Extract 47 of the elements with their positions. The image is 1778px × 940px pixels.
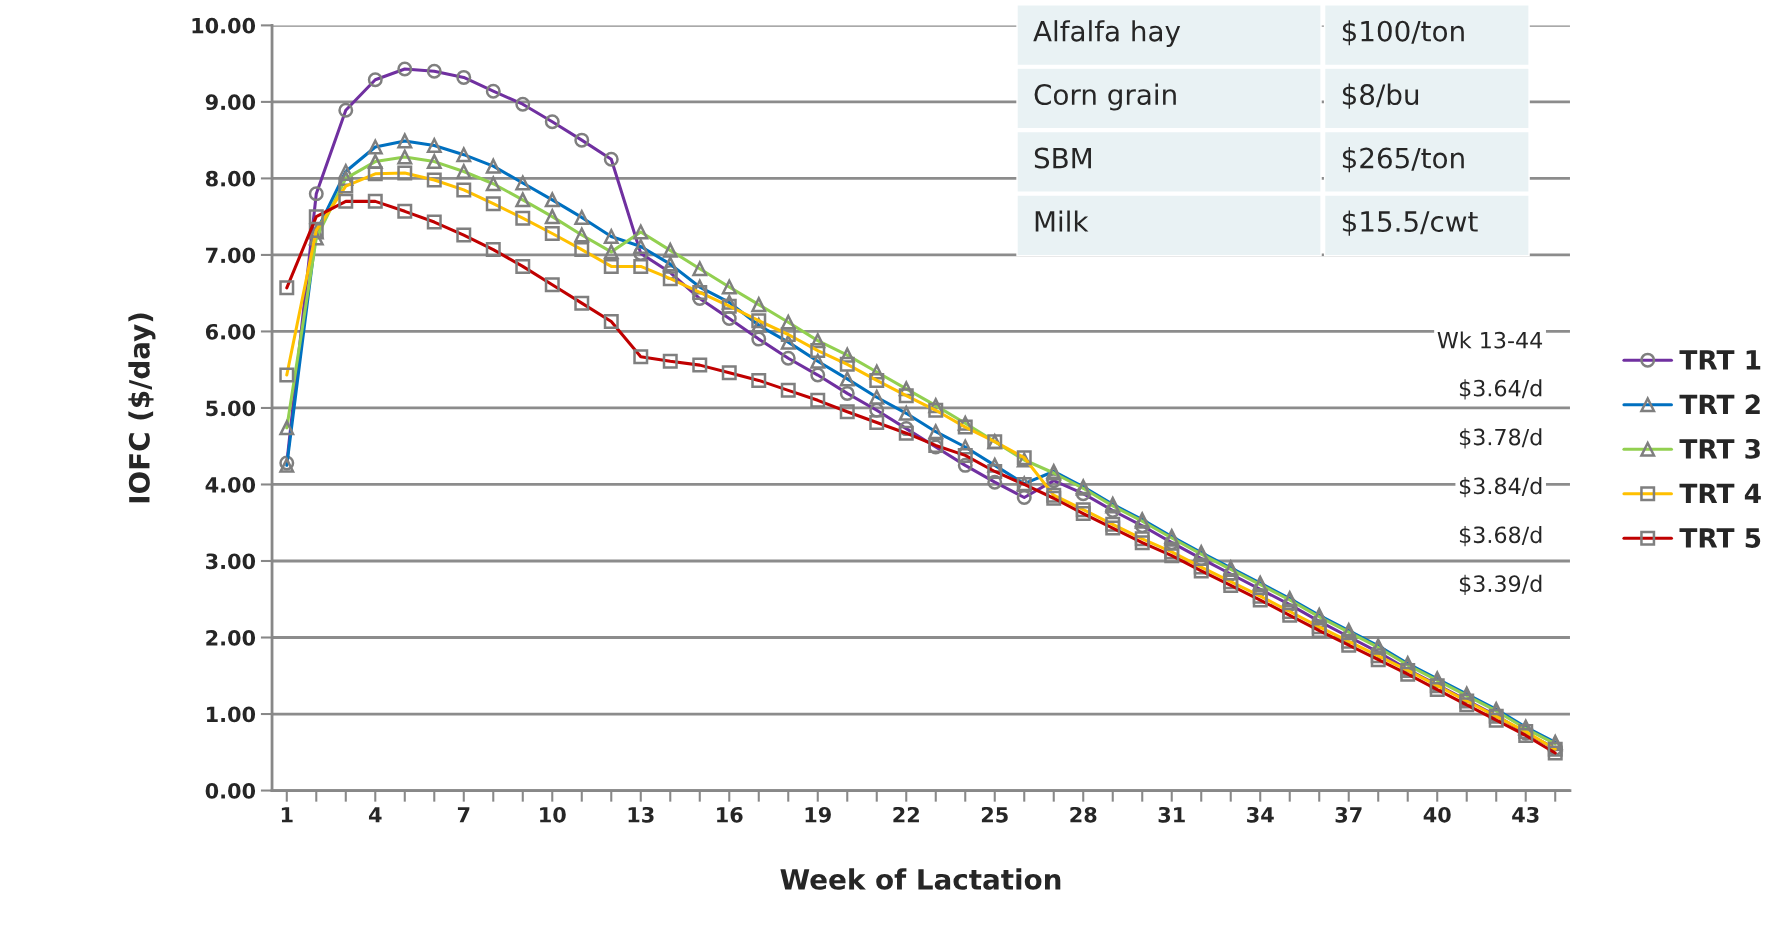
y-tick-label: 0.00 — [205, 782, 256, 799]
annotation: $3.84/d — [1459, 477, 1542, 498]
y-tick-label: 5.00 — [206, 400, 256, 417]
y-tick-label: 10.00 — [192, 17, 256, 34]
x-tick-label: 25 — [981, 806, 1008, 823]
y-tick-label: 3.00 — [206, 553, 256, 570]
annotation: SBM — [1034, 147, 1091, 169]
legend-label: TRT 4 — [1679, 483, 1761, 504]
x-tick-label: 28 — [1070, 806, 1097, 823]
x-tick-label: 4 — [368, 807, 382, 823]
annotation: Wk 13-44 — [1437, 331, 1543, 349]
annotation: $265/ton — [1342, 147, 1464, 173]
annotation: Milk — [1035, 210, 1089, 232]
y-axis-title: IOFC ($/day) — [128, 313, 156, 503]
annotation: $100/ton — [1342, 20, 1464, 46]
annotation: $3.39/d — [1459, 574, 1542, 596]
y-tick-label: 9.00 — [205, 94, 256, 111]
y-tick-label: 6.00 — [205, 323, 256, 340]
legend-label: TRT 1 — [1679, 350, 1761, 370]
x-tick-label: 34 — [1247, 806, 1274, 823]
x-axis-title: Week of Lactation — [780, 868, 1061, 890]
x-tick-label: 19 — [805, 806, 831, 823]
legend-label: TRT 5 — [1679, 528, 1761, 548]
x-tick-label: 7 — [457, 807, 470, 823]
x-tick-label: 10 — [540, 806, 566, 823]
legend-label: TRT 2 — [1679, 394, 1760, 414]
y-tick-label: 1.00 — [207, 706, 256, 723]
x-tick-label: 1 — [281, 807, 293, 823]
annotation: $3.78/d — [1459, 428, 1542, 449]
y-tick-label: 7.00 — [206, 247, 256, 264]
x-tick-label: 37 — [1335, 806, 1362, 823]
y-tick-label: 8.00 — [205, 170, 256, 187]
annotation: Alfalfa hay — [1033, 20, 1181, 48]
x-tick-label: 40 — [1423, 806, 1451, 823]
annotation: $15.5/cwt — [1342, 210, 1478, 236]
x-tick-label: 22 — [893, 806, 919, 823]
y-tick-label: 4.00 — [205, 476, 256, 493]
legend-label: TRT 3 — [1679, 438, 1760, 459]
annotation: $3.64/d — [1459, 379, 1542, 400]
annotation: $8/bu — [1342, 83, 1419, 109]
y-tick-label: 2.00 — [206, 629, 256, 646]
annotation: Corn grain — [1034, 83, 1176, 111]
x-tick-label: 16 — [717, 806, 743, 823]
annotation: $3.68/d — [1459, 525, 1542, 547]
x-tick-label: 13 — [628, 806, 654, 823]
x-tick-label: 31 — [1158, 806, 1185, 823]
x-tick-label: 43 — [1512, 806, 1539, 823]
